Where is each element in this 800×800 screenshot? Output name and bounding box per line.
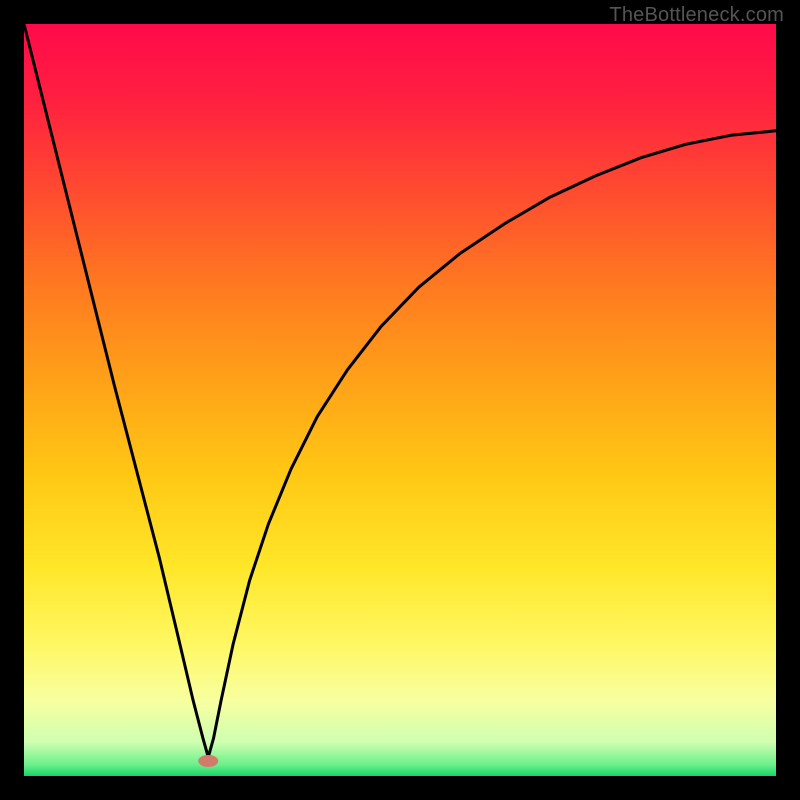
bottleneck-chart: [0, 0, 800, 800]
chart-plot-area: [24, 24, 776, 776]
source-watermark: TheBottleneck.com: [609, 4, 784, 27]
curve-minimum-marker: [198, 755, 218, 767]
chart-stage: TheBottleneck.com: [0, 0, 800, 800]
